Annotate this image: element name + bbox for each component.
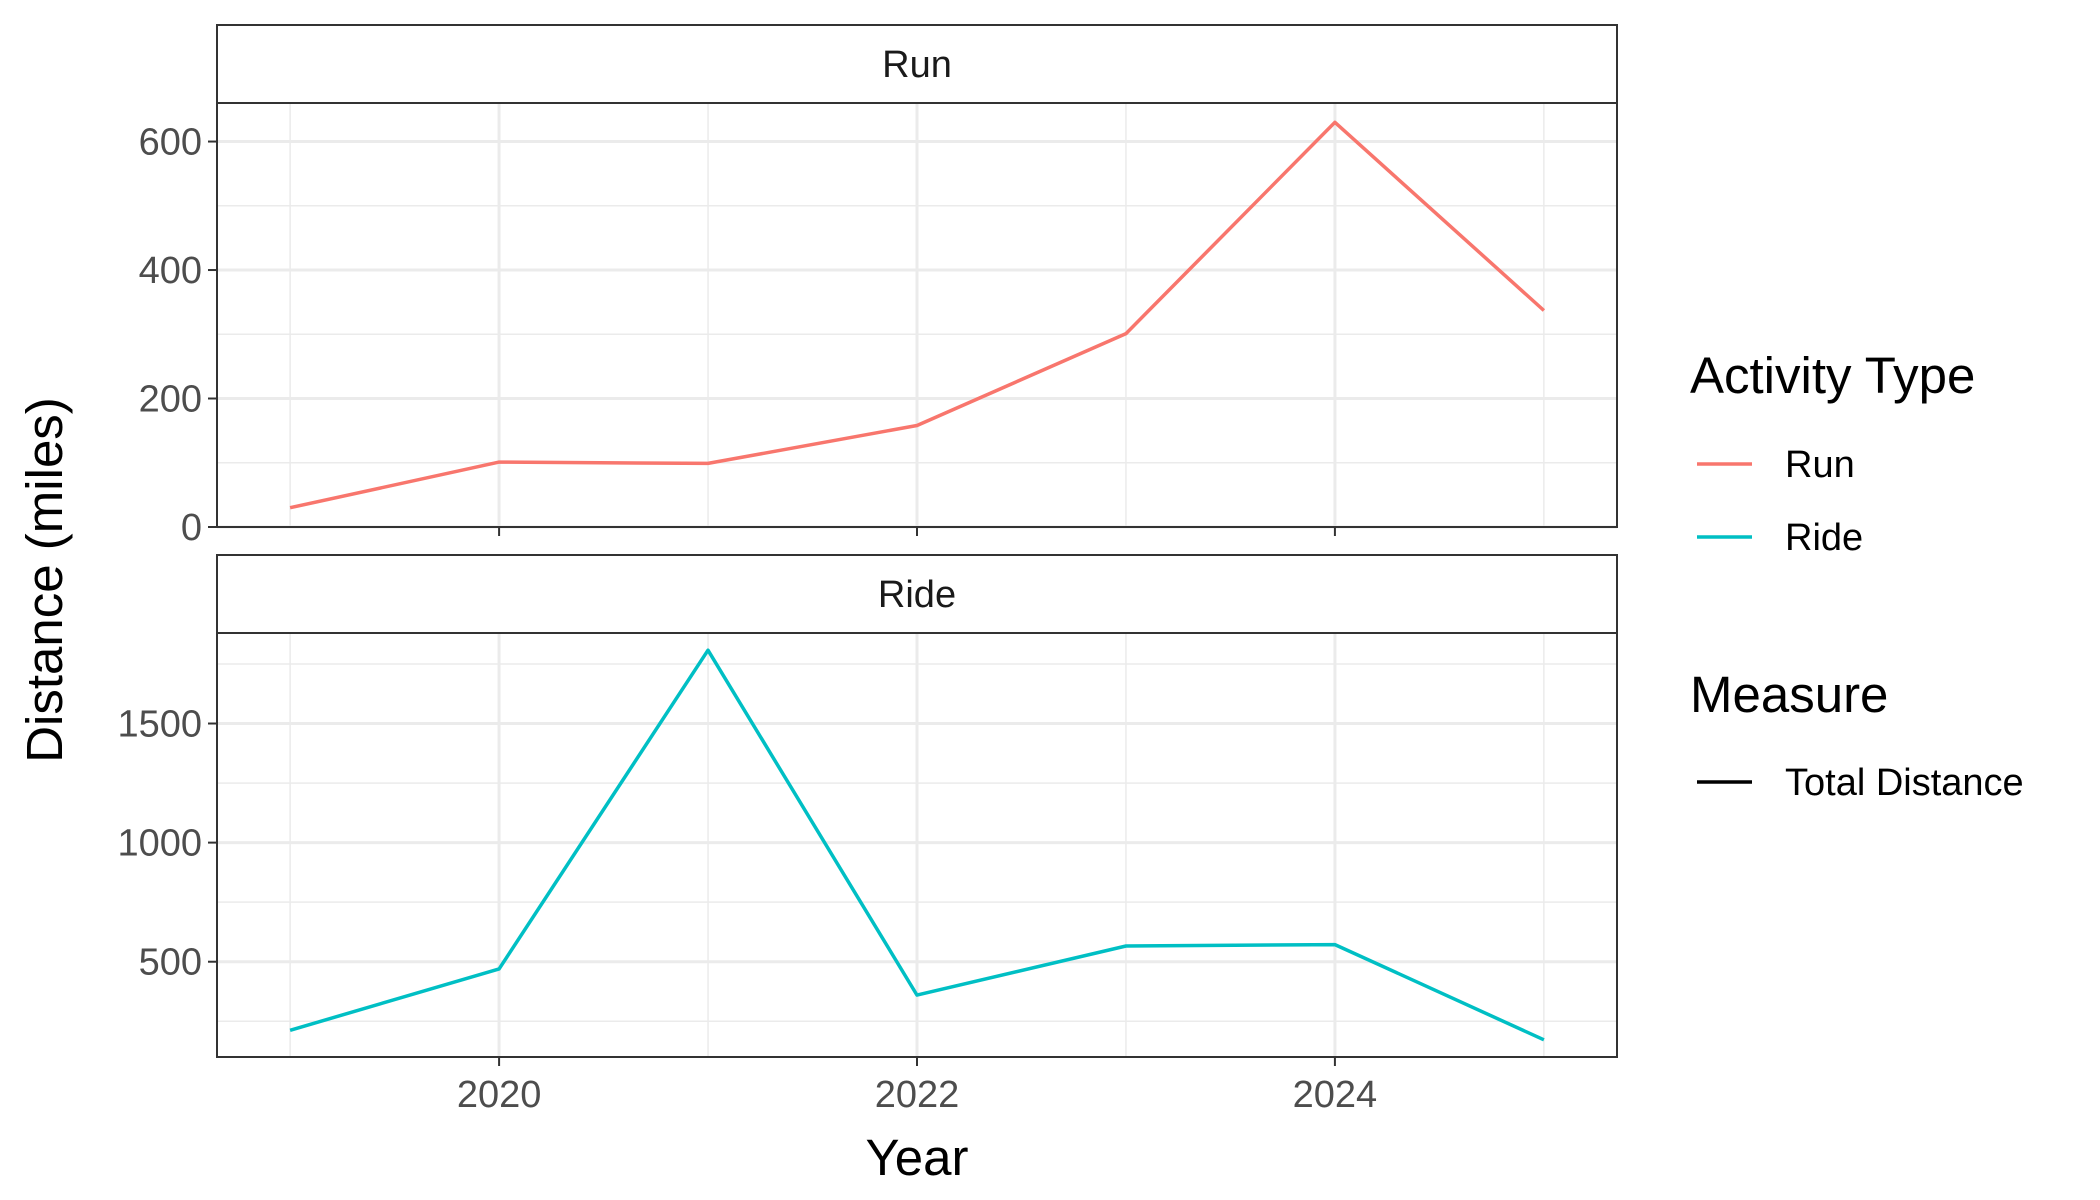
legend-label: Total Distance xyxy=(1785,762,2024,804)
x-tick-label: 2022 xyxy=(875,1074,960,1116)
facet-strip xyxy=(216,554,1618,634)
panel-ride: Ride 500 1000 1500 2020 2022 2024 xyxy=(117,554,1618,1116)
legend-title: Activity Type xyxy=(1690,347,1975,404)
x-tick-label: 2020 xyxy=(457,1074,542,1116)
facet-strip-label: Run xyxy=(882,44,952,86)
legend-group: Measure Total Distance xyxy=(1690,666,2024,804)
series-line-ride xyxy=(289,648,1545,1042)
y-tick-label: 1500 xyxy=(117,704,202,746)
legend: Activity Type Run Ride Measure Total Distanc… xyxy=(1690,347,2024,804)
legend-label: Ride xyxy=(1785,517,1863,559)
y-tick-label: 400 xyxy=(139,250,202,292)
y-tick-label: 600 xyxy=(139,122,202,164)
facet-strip xyxy=(216,24,1618,104)
panel-run: Run 0 200 400 600 xyxy=(139,24,1618,549)
facet-strip-label: Ride xyxy=(878,574,956,616)
panels: Run 0 200 400 600 Ride 500 1000 1500 2020 2022 2024 xyxy=(117,24,1618,1116)
legend-title: Measure xyxy=(1690,666,1888,723)
x-tick-label: 2024 xyxy=(1293,1074,1378,1116)
x-axis-title: Year xyxy=(865,1129,968,1186)
legend-group: Activity Type Run Ride xyxy=(1690,347,1975,559)
legend-label: Run xyxy=(1785,444,1855,486)
series-line-run xyxy=(289,120,1546,510)
y-tick-label: 0 xyxy=(181,507,202,549)
y-tick-label: 200 xyxy=(139,379,202,421)
y-axis-title: Distance (miles) xyxy=(16,397,73,763)
y-tick-label: 500 xyxy=(139,942,202,984)
y-tick-label: 1000 xyxy=(117,823,202,865)
